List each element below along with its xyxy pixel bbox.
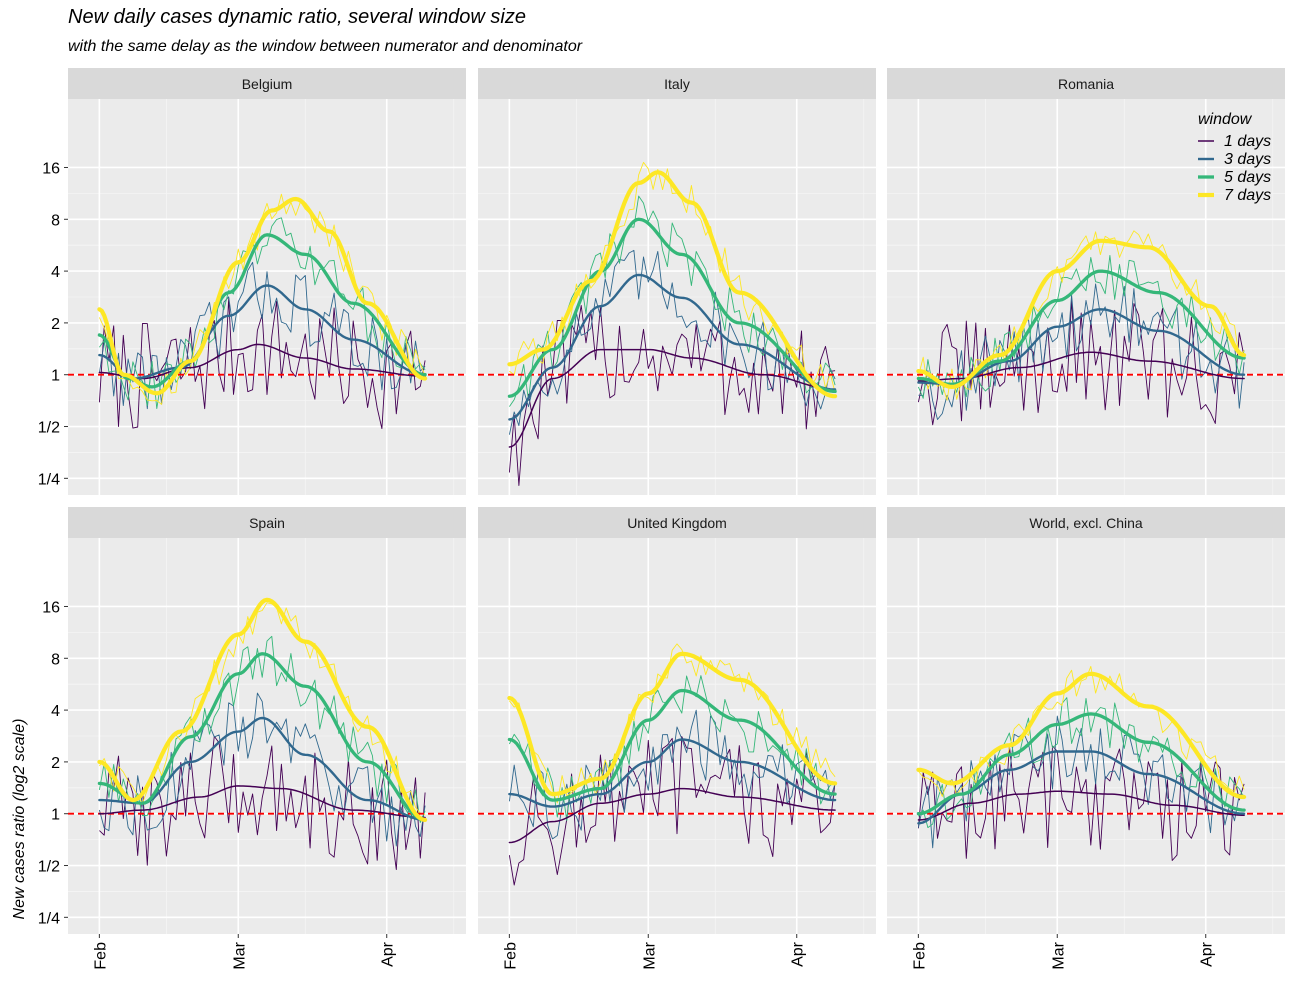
chart-subtitle: with the same delay as the window betwee…	[68, 38, 583, 55]
smooth-series-7-days	[97, 196, 428, 396]
raw-series-1-days	[917, 299, 1245, 426]
facet-label: Belgium	[242, 76, 293, 92]
facet-strip	[887, 507, 1285, 538]
facet-label: Romania	[1058, 76, 1114, 92]
series-group	[887, 230, 1285, 426]
smooth-series-1-days	[508, 787, 836, 844]
smooth-series-7-days	[507, 651, 838, 797]
facet-strip	[68, 68, 466, 99]
series-group	[478, 161, 876, 486]
smooth-series-3-days	[508, 273, 837, 421]
smooth-series-1-days	[917, 790, 1245, 821]
smooth-series-5-days	[507, 688, 837, 802]
smooth-series-3-days	[508, 738, 837, 808]
facet-strip	[478, 507, 876, 538]
smooth-series-5-days	[507, 217, 837, 398]
x-tick-label: Mar	[1050, 941, 1067, 969]
facet-label: Spain	[249, 515, 285, 531]
raw-series-3-days	[98, 692, 426, 847]
legend-title: window	[1198, 111, 1253, 128]
x-tick-label: Apr	[380, 941, 397, 967]
raw-series-1-days	[508, 736, 836, 886]
y-tick-label: 1	[51, 807, 60, 824]
smooth-series-3-days	[917, 308, 1246, 386]
smooth-series-3-days	[98, 284, 427, 380]
facet-strip	[68, 507, 466, 538]
legend-label: 3 days	[1224, 151, 1271, 168]
y-tick-label: 4	[51, 264, 60, 281]
x-tick-label: Feb	[92, 942, 109, 970]
smooth-series-3-days	[98, 716, 427, 822]
series-group	[887, 665, 1285, 861]
series-group	[478, 643, 876, 886]
y-tick-label: 2	[51, 755, 60, 772]
y-tick-label: 8	[51, 651, 60, 668]
x-tick-label: Mar	[641, 941, 658, 969]
y-tick-label: 8	[51, 212, 60, 229]
y-tick-label: 1/2	[38, 859, 60, 876]
y-tick-label: 4	[51, 703, 60, 720]
panel-romania: Romania	[887, 68, 1285, 495]
facet-label: World, excl. China	[1029, 515, 1143, 531]
panel-united-kingdom: United Kingdom Feb Mar Apr	[478, 507, 876, 970]
facet-strip	[887, 68, 1285, 99]
chart-title: New daily cases dynamic ratio, several w…	[68, 6, 526, 28]
y-tick-label: 16	[42, 599, 60, 616]
raw-series-7-days	[509, 643, 836, 804]
series-group	[68, 193, 466, 430]
smooth-series-7-days	[916, 671, 1247, 800]
smooth-series-7-days	[916, 238, 1247, 389]
x-tick-label: Apr	[790, 941, 807, 967]
smooth-series-7-days	[97, 597, 428, 822]
y-tick-label: 1	[51, 368, 60, 385]
facet-strip	[478, 68, 876, 99]
panel-italy: Italy	[478, 68, 876, 495]
x-tick-label: Mar	[231, 941, 248, 969]
y-tick-label: 16	[42, 160, 60, 177]
smooth-series-1-days	[98, 343, 426, 380]
x-tick-label: Apr	[1199, 941, 1216, 967]
smooth-series-1-days	[508, 348, 836, 448]
raw-series-3-days	[98, 261, 426, 410]
smooth-series-1-days	[98, 785, 426, 819]
y-tick-label: 1/2	[38, 420, 60, 437]
panel-belgium: Belgium 1/4 1/2 1 2 4 8 16	[38, 68, 466, 495]
facet-label: Italy	[664, 76, 690, 92]
smooth-series-5-days	[916, 712, 1246, 816]
series-group	[68, 597, 466, 871]
legend-label: 5 days	[1224, 169, 1271, 186]
panel-world-excl-china: World, excl. China Feb Mar Apr	[887, 507, 1285, 970]
y-tick-label: 2	[51, 316, 60, 333]
raw-series-5-days	[918, 697, 1245, 829]
x-tick-label: Feb	[911, 942, 928, 970]
smooth-series-7-days	[507, 170, 838, 399]
legend-label: 1 days	[1224, 133, 1271, 150]
raw-series-5-days	[509, 195, 836, 407]
legend-label: 7 days	[1224, 187, 1271, 204]
x-tick-label: Feb	[502, 942, 519, 970]
smooth-series-5-days	[97, 233, 427, 389]
facet-label: United Kingdom	[627, 515, 727, 531]
y-tick-label: 1/4	[38, 910, 60, 927]
smooth-series-5-days	[97, 652, 427, 822]
panel-spain: Spain 1/4 1/2 1 2 4 8 16 Feb Mar Apr	[38, 507, 466, 970]
y-tick-label: 1/4	[38, 471, 60, 488]
